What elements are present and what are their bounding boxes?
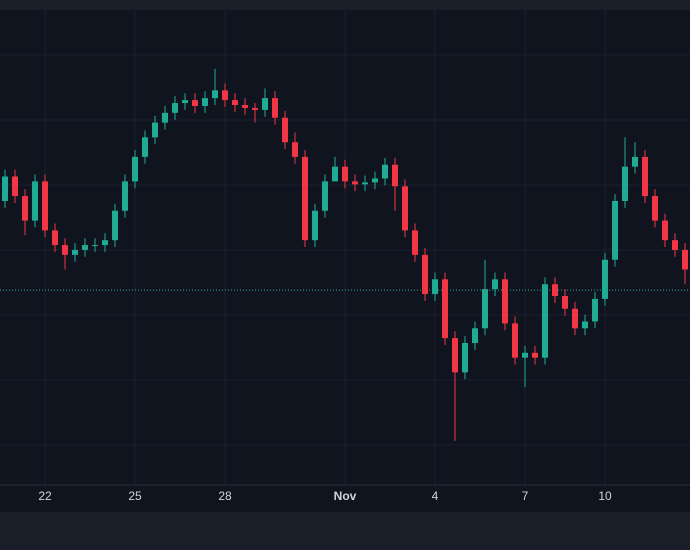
candle-body [32,181,38,221]
top-bar [0,0,690,10]
candle-body [82,245,88,250]
candle-body [252,107,258,110]
candle-body [572,308,578,329]
candle-body [362,182,368,185]
candle-body [142,137,148,157]
candle-body [312,210,318,241]
candle-body [522,352,528,358]
candle-body [322,181,328,211]
candle-body [402,186,408,231]
x-tick-label: 25 [128,489,142,503]
candle-body [262,98,268,110]
x-tick-label: 22 [38,489,52,503]
candle-body [532,352,538,358]
candle-body [662,220,668,241]
candle-body [2,176,8,201]
candle-body [42,181,48,231]
candle-body [562,295,568,309]
candle-body [332,166,338,182]
candle-body [272,98,278,118]
candle-body [302,156,308,241]
candle-body [192,100,198,106]
candle-body [152,122,158,138]
candle-body [602,259,608,299]
candle-body [162,112,168,123]
x-tick-label: 4 [432,489,439,503]
candle-body [232,100,238,105]
candle-body [12,176,18,197]
candle-body [392,164,398,187]
candle-body [672,240,678,250]
candle-body [282,117,288,143]
candle-body [92,245,98,247]
candle-body [452,338,458,373]
candle-body [412,230,418,255]
candle-body [122,181,128,211]
candle-body [432,279,438,295]
candle-body [172,103,178,113]
candle-body [212,90,218,99]
candle-body [372,178,378,183]
candle-body [342,166,348,182]
candle-body [442,279,448,339]
candle-body [582,321,588,329]
candle-body [112,210,118,241]
candle-body [62,245,68,255]
candle-body [482,289,488,329]
candle-body [352,181,358,185]
candle-body [422,254,428,295]
candle-body [592,298,598,322]
candle-body [622,166,628,201]
candle-body [682,249,688,270]
candle-body [202,98,208,106]
candle-body [132,156,138,182]
candle-body [642,156,648,197]
candle-body [612,200,618,260]
candle-body [492,279,498,290]
candle-body [182,100,188,104]
candle-body [242,105,248,108]
candle-body [22,196,28,221]
candle-body [512,323,518,358]
candle-body [52,230,58,246]
x-tick-label: 7 [522,489,529,503]
bottom-bar [0,512,690,550]
candle-body [652,196,658,221]
candle-body [472,328,478,343]
candle-body [502,279,508,324]
candle-body [382,164,388,179]
candle-body [462,342,468,373]
x-tick-label: 10 [598,489,612,503]
x-tick-label: 28 [218,489,232,503]
candle-body [542,284,548,358]
candle-body [552,284,558,296]
candle-body [222,90,228,101]
candle-body [102,240,108,246]
candle-body [72,249,78,255]
x-tick-label: Nov [334,489,357,503]
candle-body [632,156,638,167]
candle-body [292,142,298,157]
